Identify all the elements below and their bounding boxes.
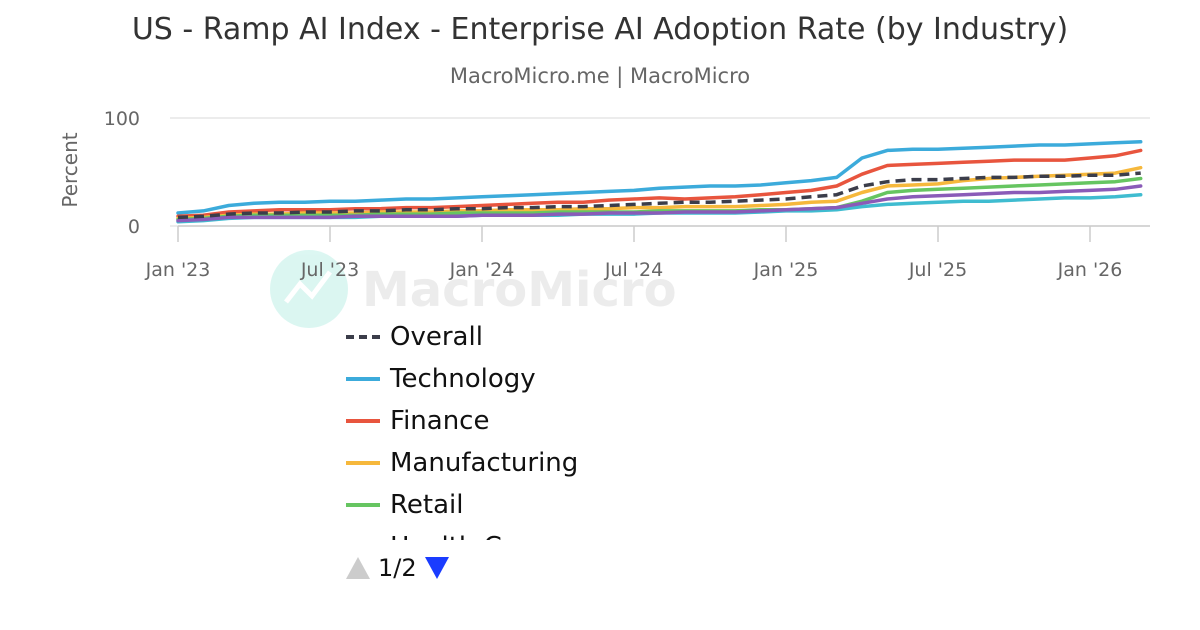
legend-item-retail[interactable]: Retail	[346, 484, 766, 526]
y-axis-label: Percent	[58, 132, 82, 207]
series-line-professional-services[interactable]	[176, 184, 1143, 223]
watermark-logo-icon	[270, 250, 348, 328]
legend-swatch	[346, 503, 380, 507]
chart-axes: 0 100 Jan '23 Jul '23 Jan '24 Jul '24 Jan '25 J…	[58, 108, 1150, 281]
legend-swatch	[346, 419, 380, 423]
x-tick-label: Jan '25	[753, 259, 819, 281]
series-line-retail[interactable]	[176, 176, 1143, 222]
legend-item-finance[interactable]: Finance	[346, 400, 766, 442]
legend-item-technology[interactable]: Technology	[346, 358, 766, 400]
chart-subtitle: MacroMicro.me | MacroMicro	[449, 64, 751, 88]
watermark-text: MacroMicro	[362, 262, 677, 318]
legend-label: Finance	[390, 406, 490, 436]
y-tick-label: 0	[128, 216, 140, 238]
legend-swatch	[346, 335, 380, 339]
series-line-overall[interactable]	[177, 171, 1141, 220]
chart-title: US - Ramp AI Index - Enterprise AI Adopt…	[131, 12, 1069, 47]
x-tick-label: Jan '24	[449, 259, 515, 281]
chart-series	[176, 140, 1143, 224]
legend-pager: 1/2	[346, 554, 449, 582]
legend-swatch	[346, 377, 380, 381]
legend-swatch	[346, 461, 380, 465]
x-tick-label: Jan '23	[145, 259, 211, 281]
legend-label: Retail	[390, 490, 464, 520]
x-tick-label: Jul '23	[300, 259, 359, 281]
watermark-chart-icon	[284, 270, 332, 304]
legend-page-up-icon[interactable]	[346, 557, 370, 579]
x-tick-label: Jan '26	[1057, 259, 1123, 281]
x-tick-label: Jul '24	[604, 259, 663, 281]
legend-label: Health Care	[390, 532, 544, 540]
y-tick-label: 100	[104, 108, 140, 130]
x-tick-label: Jul '25	[908, 259, 967, 281]
legend-item-manufacturing[interactable]: Manufacturing	[346, 442, 766, 484]
watermark: MacroMicro	[270, 250, 677, 328]
legend-page-down-icon[interactable]	[424, 557, 449, 579]
series-line-finance[interactable]	[176, 148, 1143, 219]
legend-label: Overall	[390, 322, 483, 352]
legend-item-health-care[interactable]: Health Care	[346, 526, 766, 540]
legend-label: Manufacturing	[390, 448, 579, 478]
chart-legend: Overall Technology Finance Manufacturing Ret…	[346, 316, 766, 540]
legend-page-indicator: 1/2	[378, 554, 417, 582]
legend-item-overall[interactable]: Overall	[346, 316, 766, 358]
legend-label: Technology	[390, 364, 536, 394]
series-line-technology[interactable]	[176, 140, 1143, 215]
